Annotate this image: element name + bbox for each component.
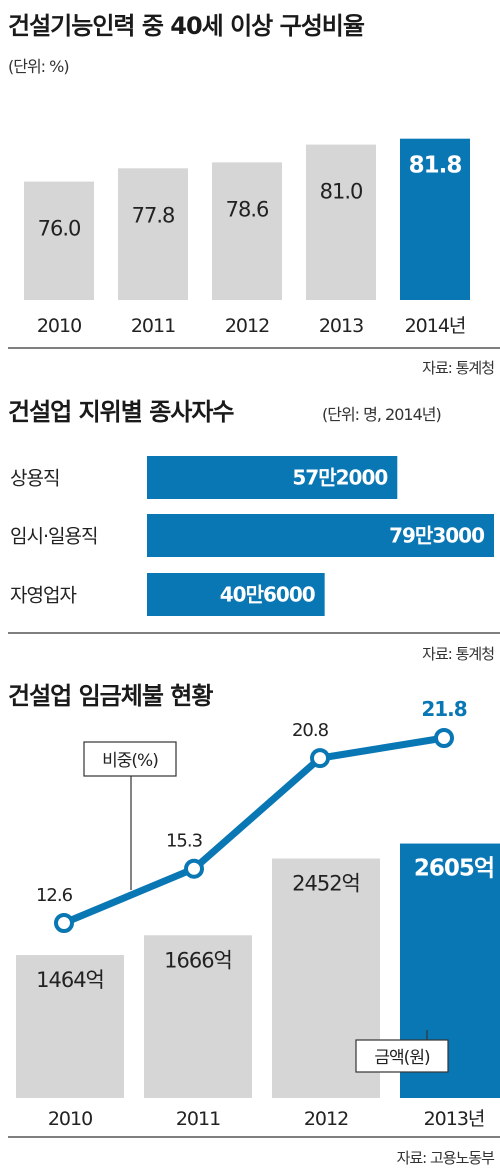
chart1-category-labels: 2010 2011 2012 2013 2014년 (37, 315, 467, 337)
chart2-title: 건설업 지위별 종사자수 (8, 398, 234, 426)
chart2-value-label: 79만3000 (389, 524, 484, 548)
chart2-value-labels: 57만2000 79만3000 40만6000 (220, 466, 485, 607)
chart3-line-value-label: 21.8 (421, 697, 466, 721)
chart1-value-label: 76.0 (38, 217, 81, 241)
chart3-bar-value-label: 1464억 (36, 968, 104, 992)
chart3-bar (16, 955, 124, 1098)
chart1-value-labels: 76.0 77.8 78.6 81.0 81.8 (38, 153, 463, 241)
chart1-bar (212, 162, 282, 300)
chart3-bar-callout-box (355, 1039, 449, 1073)
chart3-line-point (54, 913, 74, 933)
chart2-value-label: 40만6000 (220, 583, 315, 607)
chart1-category-label: 2011 (131, 315, 175, 337)
chart2-bar (147, 456, 398, 499)
chart1-category-label: 2014년 (405, 315, 466, 337)
chart3-bar-value-labels: 1464억 1666억 2452억 2605억 (36, 856, 495, 992)
chart1-value-label: 78.6 (226, 197, 269, 221)
chart1-bars (24, 138, 470, 300)
chart1-value-label: 81.0 (320, 180, 363, 204)
chart2-source: 자료: 통계청 (422, 645, 494, 663)
chart2-category-label: 임시·일용직 (10, 526, 97, 548)
chart2-bar (147, 573, 325, 616)
chart3-title: 건설업 임금체불 현황 (8, 682, 213, 710)
chart1-unit-label: (단위: %) (8, 57, 69, 76)
chart3-line-series-name: 비중(%) (102, 751, 158, 771)
chart1-value-label: 77.8 (132, 203, 175, 227)
chart3-category-label: 2011 (176, 1108, 220, 1130)
chart3-bar-value-label: 1666억 (164, 948, 232, 972)
chart3-bar-value-label: 2452억 (292, 871, 360, 895)
chart3-source: 자료: 고용노동부 (397, 1149, 496, 1167)
chart1-bar (306, 144, 376, 300)
chart3-category-label: 2012 (304, 1108, 348, 1130)
chart1-bar (118, 168, 188, 300)
chart2-value-label: 57만2000 (292, 466, 387, 490)
chart3-category-label: 2010 (48, 1108, 92, 1130)
chart1-bar (24, 181, 94, 300)
chart2-unit-label: (단위: 명, 2014년) (322, 405, 441, 424)
chart1-category-label: 2013 (319, 315, 363, 337)
chart3-line-path (60, 734, 448, 927)
chart2-category-label: 상용직 (10, 468, 59, 490)
chart3-line-point (434, 728, 454, 748)
chart1-category-label: 2010 (37, 315, 81, 337)
chart1-title: 건설기능인력 중 40세 이상 구성비율 (8, 12, 365, 40)
chart3-bar-series-name: 금액(원) (374, 1048, 430, 1068)
chart3-category-labels: 2010 2011 2012 2013년 (48, 1108, 486, 1130)
chart1-category-label: 2012 (225, 315, 269, 337)
chart1-source: 자료: 통계청 (422, 359, 494, 377)
chart3-line-value-label: 12.6 (36, 885, 73, 906)
chart3-line-point (310, 748, 330, 769)
chart2-category-label: 자영업자 (10, 585, 76, 607)
chart3-bar-value-label: 2605억 (414, 856, 494, 882)
chart3-line (54, 728, 454, 933)
chart3-category-label: 2013년 (424, 1108, 485, 1130)
chart3-line-value-label: 20.8 (292, 720, 329, 741)
chart3-line-value-labels: 12.6 15.3 20.8 21.8 (36, 697, 468, 906)
chart3-bar (144, 935, 252, 1098)
chart2-bar (147, 514, 494, 557)
chart2-bars (147, 456, 494, 616)
chart3-line-point (184, 858, 204, 879)
chart3-line-value-label: 15.3 (166, 831, 203, 852)
chart1-value-label: 81.8 (409, 153, 462, 179)
chart3-line-callout-box (83, 741, 177, 777)
chart1-bar (400, 138, 470, 300)
